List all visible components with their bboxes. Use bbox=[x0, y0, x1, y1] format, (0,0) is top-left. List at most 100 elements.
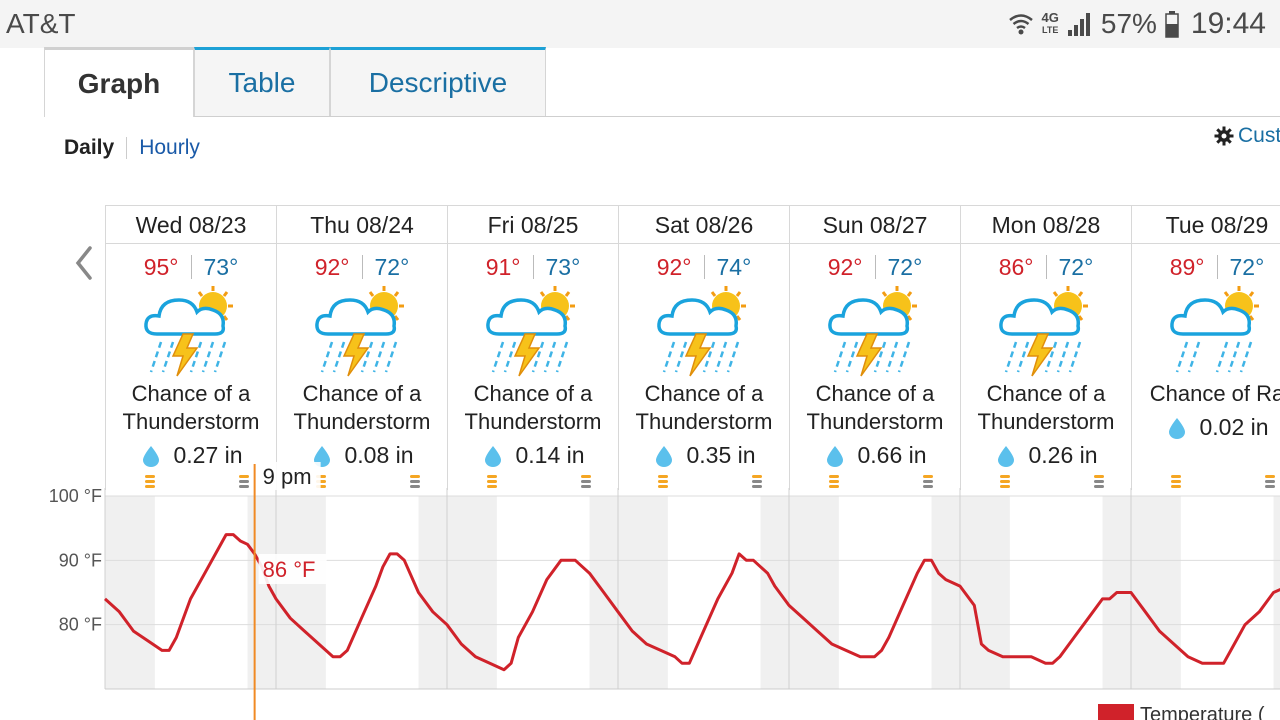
daily-toggle[interactable]: Daily bbox=[64, 136, 115, 159]
raindrop-icon bbox=[143, 445, 160, 467]
day-temps: 89° 72° bbox=[1132, 254, 1280, 284]
precip-amount: 0.66 in bbox=[790, 442, 960, 469]
low-temp: 72° bbox=[1058, 254, 1094, 280]
day-date: Tue 08/29 bbox=[1132, 206, 1280, 244]
thunderstorm-icon bbox=[828, 286, 917, 377]
low-temp: 72° bbox=[1229, 254, 1265, 280]
network-type-icon: 4G LTE bbox=[1041, 10, 1059, 35]
raindrop-icon bbox=[827, 445, 844, 467]
low-temp: 73° bbox=[545, 254, 581, 280]
cursor-value-label: 86 °F bbox=[263, 557, 316, 582]
y-tick-label: 100 °F bbox=[49, 486, 102, 506]
low-temp: 74° bbox=[716, 254, 752, 280]
condition-line-2: Thunderstorm bbox=[464, 409, 602, 434]
cursor-time-bg bbox=[258, 462, 321, 490]
night-band bbox=[931, 496, 1010, 689]
raindrop-icon bbox=[485, 445, 502, 467]
sunrise-icon bbox=[658, 475, 668, 488]
night-band bbox=[589, 496, 668, 689]
view-tabs: Graph Table Descriptive bbox=[44, 47, 1280, 117]
high-temp: 92° bbox=[314, 254, 350, 280]
precip-amount: 0.35 in bbox=[619, 442, 789, 469]
day-column-0[interactable]: Wed 08/23 95° 73° Chance of a Thunders bbox=[105, 206, 276, 490]
condition-line-1: Chance of a bbox=[473, 381, 593, 406]
thunderstorm-icon bbox=[315, 286, 404, 377]
condition-line-2: Thunderstorm bbox=[635, 409, 773, 434]
low-temp: 73° bbox=[203, 254, 239, 280]
temp-divider bbox=[190, 255, 192, 279]
thunderstorm-icon bbox=[486, 286, 575, 377]
condition-line-1: Chance of a bbox=[815, 381, 935, 406]
sunrise-icon bbox=[1000, 475, 1010, 488]
night-band bbox=[760, 496, 839, 689]
raindrop-icon bbox=[998, 445, 1015, 467]
cursor-time-label: 9 pm bbox=[263, 464, 312, 489]
day-column-2[interactable]: Fri 08/25 91° 73° Chance of a Thunders bbox=[447, 206, 618, 490]
day-temps: 92° 72° bbox=[277, 254, 447, 284]
customize-label: Cust bbox=[1238, 124, 1280, 147]
night-band bbox=[1102, 496, 1181, 689]
day-temps: 91° 73° bbox=[448, 254, 618, 284]
temp-divider bbox=[874, 255, 876, 279]
high-temp: 95° bbox=[143, 254, 179, 280]
signal-icon bbox=[1067, 13, 1090, 36]
high-temp: 91° bbox=[485, 254, 521, 280]
precip-amount: 0.14 in bbox=[448, 442, 618, 469]
sunset-icon bbox=[752, 475, 762, 488]
temp-divider bbox=[361, 255, 363, 279]
battery-percent: 57% bbox=[1100, 8, 1157, 39]
high-temp: 92° bbox=[656, 254, 692, 280]
tab-graph[interactable]: Graph bbox=[44, 47, 194, 117]
tab-descriptive[interactable]: Descriptive bbox=[330, 47, 546, 116]
raindrop-icon bbox=[1169, 417, 1186, 439]
sunrise-icon bbox=[145, 475, 155, 488]
day-date: Fri 08/25 bbox=[448, 206, 618, 244]
temperature-chart[interactable]: 100 °F 90 °F 80 °F 9 pm 86 °F bbox=[0, 460, 1280, 720]
day-temps: 86° 72° bbox=[961, 254, 1131, 284]
temperature-series-line bbox=[103, 533, 1280, 672]
condition-line-1: Chance of a bbox=[986, 381, 1106, 406]
night-band bbox=[247, 496, 326, 689]
wifi-icon bbox=[1008, 14, 1033, 35]
temp-divider bbox=[703, 255, 705, 279]
sunset-icon bbox=[1094, 475, 1104, 488]
thunderstorm-icon bbox=[657, 286, 746, 377]
high-temp: 86° bbox=[998, 254, 1034, 280]
thunderstorm-icon bbox=[999, 286, 1088, 377]
condition-line-1: Chance of a bbox=[302, 381, 422, 406]
temp-divider bbox=[1045, 255, 1047, 279]
daily-forecast: Wed 08/23 95° 73° Chance of a Thunders bbox=[105, 205, 1280, 490]
carrier-label: AT&T bbox=[6, 8, 76, 39]
legend-swatch bbox=[1098, 704, 1134, 720]
night-band bbox=[105, 496, 155, 689]
chevron-left-icon[interactable] bbox=[72, 244, 96, 282]
day-column-1[interactable]: Thu 08/24 92° 72° Chance of a Thunders bbox=[276, 206, 447, 490]
day-column-5[interactable]: Mon 08/28 86° 72° Chance of a Thunders bbox=[960, 206, 1131, 490]
raindrop-icon bbox=[314, 445, 331, 467]
day-date: Sat 08/26 bbox=[619, 206, 789, 244]
day-temps: 92° 74° bbox=[619, 254, 789, 284]
tab-table[interactable]: Table bbox=[194, 47, 330, 116]
sunset-icon bbox=[581, 475, 591, 488]
low-temp: 72° bbox=[887, 254, 923, 280]
day-column-6[interactable]: Tue 08/29 89° 72° Chance of Ra bbox=[1131, 206, 1280, 490]
status-icons: 4G LTE 57% 19:44 bbox=[1008, 6, 1266, 42]
gear-icon bbox=[1214, 126, 1234, 146]
condition-line-2: Thunderstorm bbox=[806, 409, 944, 434]
hourly-toggle[interactable]: Hourly bbox=[139, 136, 200, 159]
legend-label: Temperature ( bbox=[1140, 704, 1265, 720]
condition-line-1: Chance of Ra bbox=[1149, 381, 1280, 406]
customize-link[interactable]: Cust bbox=[1214, 124, 1280, 148]
sunset-icon bbox=[1265, 475, 1275, 488]
day-column-3[interactable]: Sat 08/26 92° 74° Chance of a Thunders bbox=[618, 206, 789, 490]
day-date: Sun 08/27 bbox=[790, 206, 960, 244]
day-column-4[interactable]: Sun 08/27 92° 72° Chance of a Thunders bbox=[789, 206, 960, 490]
battery-icon bbox=[1165, 11, 1179, 38]
clock: 19:44 bbox=[1190, 7, 1266, 40]
low-temp: 72° bbox=[374, 254, 410, 280]
toggle-divider bbox=[126, 137, 128, 159]
night-band bbox=[418, 496, 497, 689]
day-date: Thu 08/24 bbox=[277, 206, 447, 244]
high-temp: 92° bbox=[827, 254, 863, 280]
condition-line-2: Thunderstorm bbox=[122, 409, 260, 434]
